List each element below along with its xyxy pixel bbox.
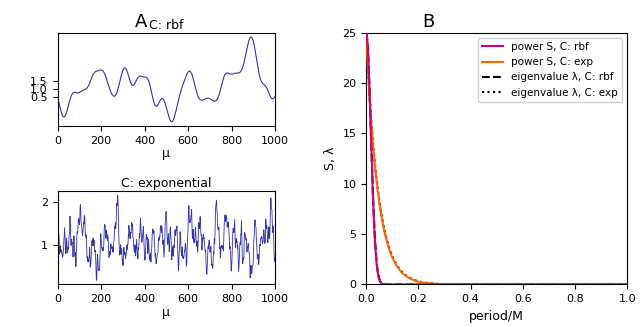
eigenvalue λ, C: exp: (0.46, 0.00112): exp: (0.46, 0.00112)	[483, 283, 490, 286]
eigenvalue λ, C: exp: (1, 8.63e-09): exp: (1, 8.63e-09)	[623, 283, 631, 286]
eigenvalue λ, C: rbf: (0.788, 0): rbf: (0.788, 0)	[568, 283, 575, 286]
eigenvalue λ, C: rbf: (0.486, 1.24e-151): rbf: (0.486, 1.24e-151)	[489, 283, 497, 286]
X-axis label: μ: μ	[163, 306, 170, 318]
power S, C: exp: (0.787, 6.29e-07): exp: (0.787, 6.29e-07)	[568, 283, 575, 286]
eigenvalue λ, C: exp: (0, 25): exp: (0, 25)	[362, 31, 370, 35]
power S, C: exp: (0.97, 1.08e-08): exp: (0.97, 1.08e-08)	[616, 283, 623, 286]
Line: power S, C: exp: power S, C: exp	[366, 33, 627, 284]
eigenvalue λ, C: rbf: (1, 0): rbf: (1, 0)	[623, 283, 631, 286]
eigenvalue λ, C: rbf: (0.051, 0.526): rbf: (0.051, 0.526)	[376, 277, 383, 281]
eigenvalue λ, C: rbf: (0.709, 0): rbf: (0.709, 0)	[547, 283, 555, 286]
power S, C: rbf: (0.788, 0): rbf: (0.788, 0)	[568, 283, 575, 286]
power S, C: rbf: (0, 25): rbf: (0, 25)	[362, 31, 370, 35]
eigenvalue λ, C: rbf: (0.46, 1.77e-135): rbf: (0.46, 1.77e-135)	[483, 283, 490, 286]
Y-axis label: S, λ: S, λ	[324, 147, 337, 170]
eigenvalue λ, C: exp: (0.971, 1.62e-08): exp: (0.971, 1.62e-08)	[616, 283, 623, 286]
power S, C: rbf: (0.971, 0): rbf: (0.971, 0)	[616, 283, 623, 286]
eigenvalue λ, C: exp: (0.787, 8.87e-07): exp: (0.787, 8.87e-07)	[568, 283, 575, 286]
Line: power S, C: rbf: power S, C: rbf	[366, 33, 627, 284]
power S, C: exp: (0.051, 8.04): exp: (0.051, 8.04)	[376, 201, 383, 205]
eigenvalue λ, C: rbf: (0.971, 0): rbf: (0.971, 0)	[616, 283, 623, 286]
Text: A: A	[134, 13, 147, 31]
power S, C: rbf: (0.486, 8.69e-158): rbf: (0.486, 8.69e-158)	[489, 283, 497, 286]
Title: C: exponential: C: exponential	[121, 177, 212, 190]
eigenvalue λ, C: exp: (0.051, 8.23): exp: (0.051, 8.23)	[376, 200, 383, 204]
Title: C: rbf: C: rbf	[149, 19, 184, 31]
power S, C: exp: (0.46, 0.000914): exp: (0.46, 0.000914)	[483, 283, 490, 286]
power S, C: exp: (0.486, 0.000507): exp: (0.486, 0.000507)	[489, 283, 497, 286]
Line: eigenvalue λ, C: rbf: eigenvalue λ, C: rbf	[366, 33, 627, 284]
power S, C: rbf: (1, 0): rbf: (1, 0)	[623, 283, 631, 286]
X-axis label: period/M: period/M	[469, 310, 524, 323]
Text: B: B	[422, 13, 435, 31]
power S, C: rbf: (0.971, 0): rbf: (0.971, 0)	[616, 283, 623, 286]
power S, C: exp: (0, 25): exp: (0, 25)	[362, 31, 370, 35]
eigenvalue λ, C: exp: (0.486, 0.000627): exp: (0.486, 0.000627)	[489, 283, 497, 286]
eigenvalue λ, C: rbf: (0.971, 0): rbf: (0.971, 0)	[616, 283, 623, 286]
power S, C: exp: (0.971, 1.06e-08): exp: (0.971, 1.06e-08)	[616, 283, 623, 286]
power S, C: rbf: (0.051, 0.45): rbf: (0.051, 0.45)	[376, 278, 383, 282]
eigenvalue λ, C: rbf: (0, 25): rbf: (0, 25)	[362, 31, 370, 35]
power S, C: exp: (1, 5.58e-09): exp: (1, 5.58e-09)	[623, 283, 631, 286]
power S, C: rbf: (0.695, 0): rbf: (0.695, 0)	[544, 283, 552, 286]
eigenvalue λ, C: exp: (0.97, 1.64e-08): exp: (0.97, 1.64e-08)	[616, 283, 623, 286]
Line: eigenvalue λ, C: exp: eigenvalue λ, C: exp	[366, 33, 627, 284]
X-axis label: μ: μ	[163, 147, 170, 160]
power S, C: rbf: (0.46, 5.6e-141): rbf: (0.46, 5.6e-141)	[483, 283, 490, 286]
Legend: power S, C: rbf, power S, C: exp, eigenvalue λ, C: rbf, eigenvalue λ, C: exp: power S, C: rbf, power S, C: exp, eigenv…	[477, 38, 622, 102]
